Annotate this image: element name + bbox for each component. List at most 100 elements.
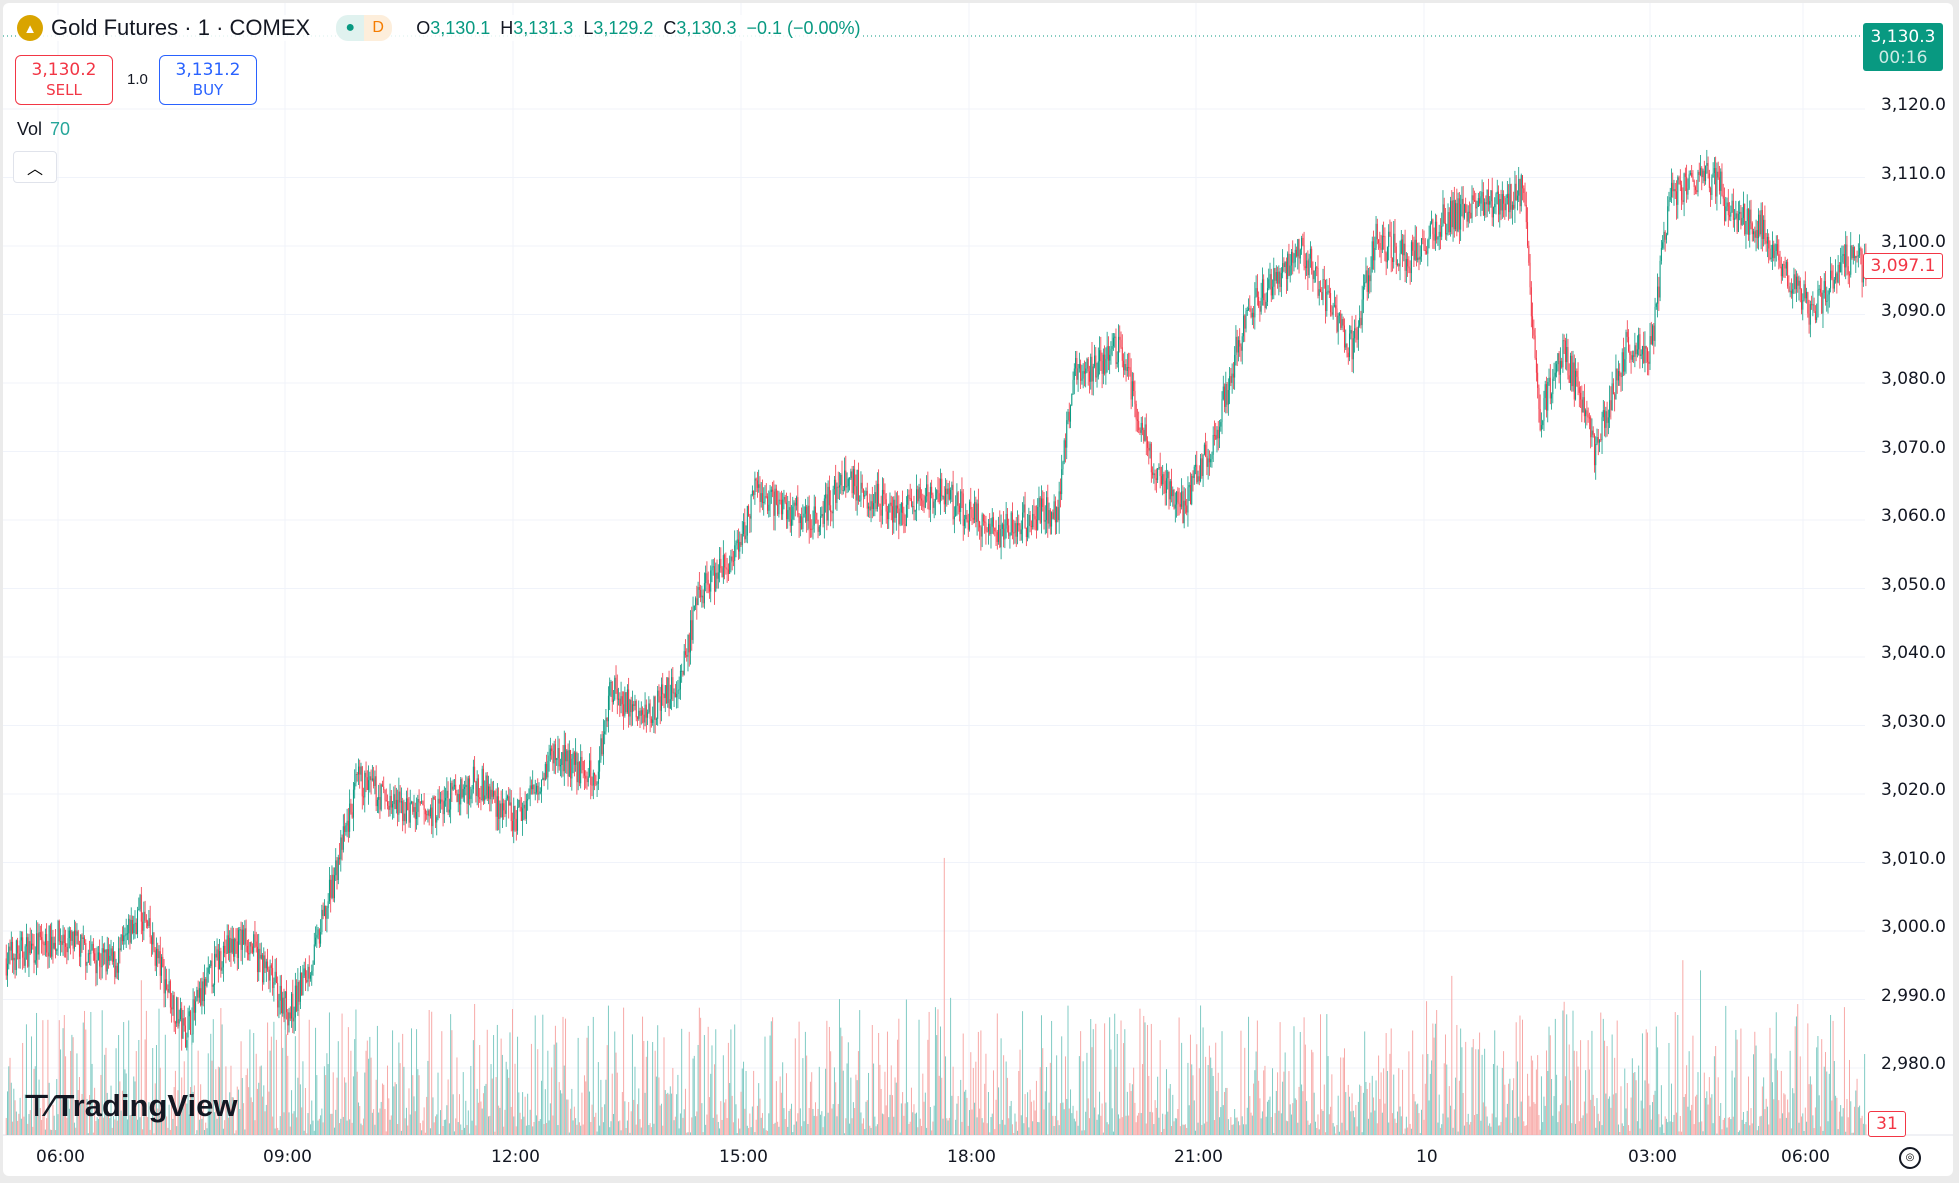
volume-bar: [360, 1123, 362, 1135]
volume-bar: [1381, 1112, 1383, 1135]
candle-body: [602, 734, 604, 755]
candle-body: [22, 937, 24, 958]
volume-bar: [1793, 1093, 1795, 1135]
candle-body: [1827, 294, 1829, 301]
candle-body: [392, 803, 394, 808]
volume-bar: [1638, 1065, 1640, 1135]
candle-body: [642, 710, 644, 715]
volume-bar: [918, 1019, 920, 1135]
candle-body: [1836, 273, 1838, 283]
volume-bar: [1110, 1049, 1112, 1135]
volume-bar: [299, 1084, 301, 1135]
volume-bar: [15, 1111, 17, 1135]
collapse-legend-button[interactable]: ︿: [13, 151, 57, 183]
volume-bar: [441, 1031, 443, 1135]
candle-body: [60, 941, 62, 943]
candle-body: [1010, 512, 1012, 536]
volume-bar: [971, 1109, 973, 1135]
volume-bar: [1703, 1072, 1705, 1135]
market-status[interactable]: ● D: [336, 15, 393, 41]
volume-bar: [1778, 1100, 1780, 1135]
volume-bar: [1658, 1114, 1660, 1135]
candle-body: [1811, 304, 1813, 306]
volume-bar: [1255, 1051, 1257, 1135]
chart-canvas[interactable]: [3, 3, 1953, 1176]
quantity[interactable]: 1.0: [127, 71, 148, 88]
volume-bar: [735, 1104, 737, 1135]
volume-bar: [220, 1008, 222, 1135]
settings-icon[interactable]: ◎: [1899, 1147, 1921, 1169]
candle-body: [36, 933, 38, 961]
candle-body: [1638, 334, 1640, 350]
volume-bar: [910, 1087, 912, 1135]
volume-bar: [1391, 1113, 1393, 1135]
volume-bar: [315, 1027, 317, 1135]
volume-bar: [243, 1103, 245, 1135]
volume-bar: [1335, 1133, 1337, 1135]
volume-bar: [1129, 1083, 1131, 1135]
volume-bar: [10, 1082, 12, 1135]
volume-bar: [1625, 1108, 1627, 1135]
candle-body: [501, 803, 503, 818]
candle-body: [1143, 429, 1145, 441]
volume-bar: [1439, 1127, 1441, 1135]
candle-body: [436, 817, 438, 823]
volume-bar: [206, 1128, 208, 1135]
volume-bar: [134, 1081, 136, 1135]
candle-body: [856, 469, 858, 501]
volume-bar: [354, 1039, 356, 1135]
candle-body: [942, 496, 944, 498]
candle-body: [1173, 489, 1175, 509]
volume-bar: [365, 1050, 367, 1135]
candle-body: [1404, 243, 1406, 271]
symbol-title[interactable]: Gold Futures · 1 · COMEX: [51, 15, 311, 40]
candle-body: [424, 809, 426, 815]
volume-bar: [1718, 1115, 1720, 1135]
candle-body: [1235, 336, 1237, 355]
volume-bar: [1061, 1036, 1063, 1135]
candle-body: [1171, 481, 1173, 497]
candle-body: [23, 957, 25, 966]
volume-bar: [1606, 1046, 1608, 1135]
candle-body: [1664, 231, 1666, 240]
volume-bar: [81, 1093, 83, 1135]
volume-bar: [1010, 1100, 1012, 1135]
volume-bar: [1744, 1124, 1746, 1135]
candle-body: [408, 810, 410, 823]
volume-bar: [663, 1037, 665, 1135]
candle-body: [1066, 420, 1068, 448]
volume-bar: [142, 1129, 144, 1135]
candle-body: [1285, 261, 1287, 280]
candle-body: [634, 700, 636, 706]
volume-bar: [186, 1103, 188, 1135]
volume-bar: [18, 1113, 20, 1135]
candle-body: [1426, 251, 1428, 254]
volume-bar: [825, 1068, 827, 1135]
sell-button[interactable]: 3,130.2 SELL: [15, 55, 113, 105]
volume-bar: [219, 1067, 221, 1135]
volume-bar: [995, 1099, 997, 1135]
candle-body: [1395, 246, 1397, 265]
candle-body: [1763, 219, 1765, 239]
candle-body: [17, 940, 19, 954]
volume-bar: [690, 1132, 692, 1135]
volume-legend: Vol 70: [17, 119, 70, 140]
volume-bar: [446, 1105, 448, 1135]
candle-body: [363, 796, 365, 798]
volume-bar: [1356, 1126, 1358, 1135]
volume-bar: [1761, 1086, 1763, 1135]
volume-bar: [996, 1013, 998, 1135]
volume-bar: [674, 1116, 676, 1135]
volume-bar: [857, 1051, 859, 1135]
candle-body: [349, 803, 351, 832]
candle-body: [543, 777, 545, 781]
volume-bar: [909, 1121, 911, 1135]
candle-body: [682, 670, 684, 675]
volume-bar: [1059, 1103, 1061, 1135]
volume-bar: [1307, 1120, 1309, 1135]
volume-bar: [1643, 1108, 1645, 1135]
volume-bar: [1716, 1133, 1718, 1135]
candle-body: [820, 516, 822, 527]
buy-button[interactable]: 3,131.2 BUY: [159, 55, 257, 105]
candle-body: [659, 696, 661, 711]
